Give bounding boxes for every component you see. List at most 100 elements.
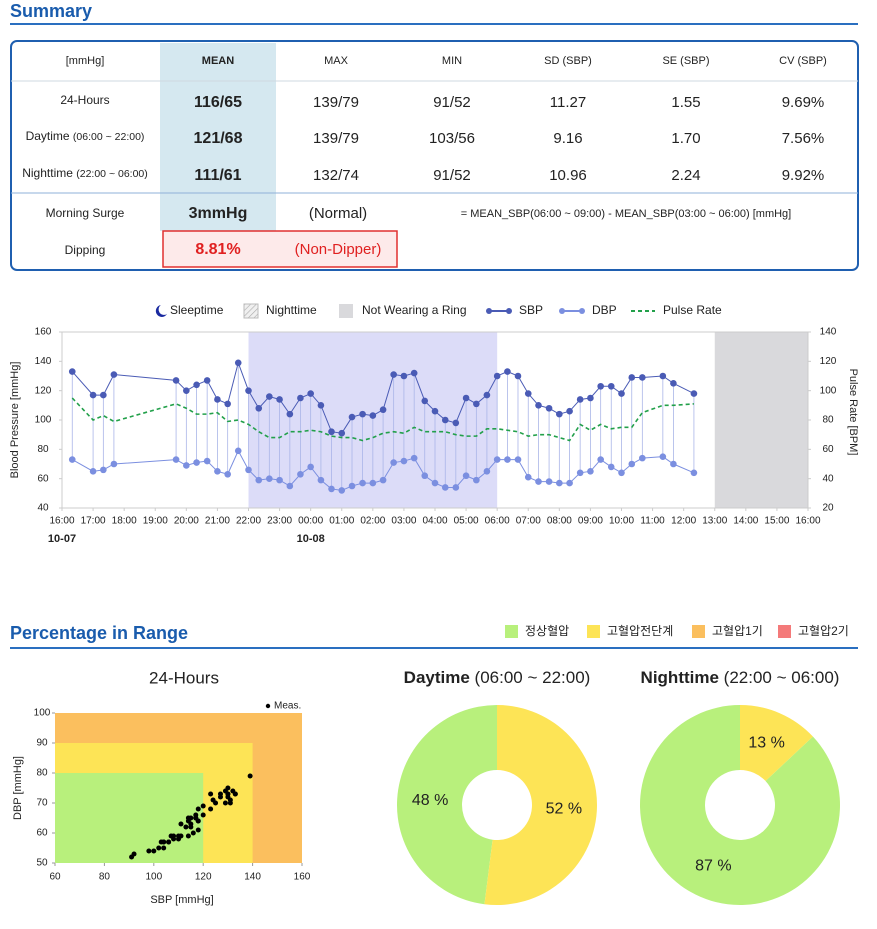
point <box>183 824 189 830</box>
point <box>214 396 221 403</box>
x-tick-label: 02:00 <box>360 516 385 527</box>
point <box>576 469 584 477</box>
point <box>390 459 397 466</box>
cell: 91/52 <box>433 167 471 184</box>
row-label-text: 24-Hours <box>60 93 109 107</box>
point <box>129 854 135 860</box>
legend-marker <box>265 703 271 709</box>
point <box>576 396 584 403</box>
point <box>369 479 377 487</box>
point <box>390 371 397 378</box>
row-label-text: Nighttime <box>22 166 73 180</box>
y-tick-label: 160 <box>35 327 52 338</box>
donut-segment <box>397 705 497 905</box>
x-tick-label: 16:00 <box>49 516 74 527</box>
y2-tick-label: 80 <box>822 415 834 426</box>
x-tick-label: 20:00 <box>174 516 199 527</box>
point <box>255 404 263 412</box>
point <box>200 803 206 809</box>
point <box>286 482 294 490</box>
range-region <box>55 773 204 863</box>
point <box>195 818 201 824</box>
cell: 91/52 <box>433 94 471 111</box>
point <box>156 845 162 851</box>
cell: 9.92% <box>782 167 825 184</box>
point <box>597 456 604 463</box>
point <box>348 413 356 421</box>
point <box>213 800 219 806</box>
point <box>203 457 211 465</box>
x-tick-label: 19:00 <box>143 516 168 527</box>
x-tick-label: 12:00 <box>671 516 696 527</box>
point <box>473 476 480 484</box>
point <box>545 478 553 485</box>
point <box>214 468 221 475</box>
point <box>183 462 190 469</box>
point <box>441 484 449 491</box>
point <box>628 460 636 468</box>
mean-column-bg <box>160 43 276 231</box>
legend-marker <box>559 308 565 314</box>
point <box>317 476 325 484</box>
point <box>297 394 304 402</box>
point <box>690 469 698 477</box>
point <box>307 390 314 397</box>
cell: 1.70 <box>671 130 700 147</box>
legend-swatch <box>505 625 518 638</box>
cell: 3mmHg <box>189 205 248 222</box>
section-title: Percentage in Range <box>10 623 188 643</box>
point <box>359 410 366 418</box>
point <box>188 824 194 830</box>
x-tick-label: 00:00 <box>298 516 323 527</box>
legend-swatch <box>587 625 600 638</box>
x-tick-label: 10:00 <box>609 516 634 527</box>
x-tick-label: 08:00 <box>547 516 572 527</box>
row-label-note: (22:00 ~ 06:00) <box>76 168 148 180</box>
x-tick-label: 03:00 <box>391 516 416 527</box>
point <box>618 390 625 397</box>
x-tick-label: 140 <box>244 872 261 883</box>
y2-tick-label: 40 <box>822 473 834 484</box>
x-tick-label: 04:00 <box>422 516 447 527</box>
x-tick-label: 160 <box>294 872 311 883</box>
point <box>245 466 252 474</box>
row-label: Dipping <box>65 243 106 257</box>
point <box>369 412 377 419</box>
point <box>328 485 335 493</box>
y2-tick-label: 120 <box>820 356 837 367</box>
chart-title-main: Daytime <box>404 668 470 687</box>
point <box>379 406 387 414</box>
cell: 10.96 <box>549 167 587 184</box>
point <box>452 484 460 491</box>
point <box>193 381 200 389</box>
legend-label: Pulse Rate <box>663 303 722 317</box>
cell: 11.27 <box>550 94 586 111</box>
y2-tick-label: 20 <box>822 503 834 514</box>
point <box>493 456 501 463</box>
y-tick-label: 100 <box>34 708 51 719</box>
point <box>208 791 214 797</box>
point <box>421 472 429 480</box>
y2-axis-title: Pulse Rate [BPM] <box>847 369 859 456</box>
point <box>166 839 172 845</box>
point <box>400 457 408 465</box>
point <box>618 469 625 477</box>
point <box>607 382 615 390</box>
data-label: 48 % <box>412 792 448 809</box>
point <box>276 396 283 403</box>
chart-title: Daytime (06:00 ~ 22:00) <box>404 668 591 687</box>
legend-marker <box>506 308 512 314</box>
point <box>452 419 460 427</box>
cell: 132/74 <box>313 167 359 184</box>
point <box>545 404 553 412</box>
point <box>195 806 201 812</box>
chart-title: Nighttime (22:00 ~ 06:00) <box>641 668 840 687</box>
point <box>222 800 228 806</box>
point <box>587 468 594 475</box>
point <box>504 456 511 463</box>
x-tick-label: 11:00 <box>640 516 665 527</box>
grey-swatch <box>339 304 353 318</box>
cell: (Normal) <box>309 205 367 222</box>
legend-label: 고혈압2기 <box>798 624 849 638</box>
